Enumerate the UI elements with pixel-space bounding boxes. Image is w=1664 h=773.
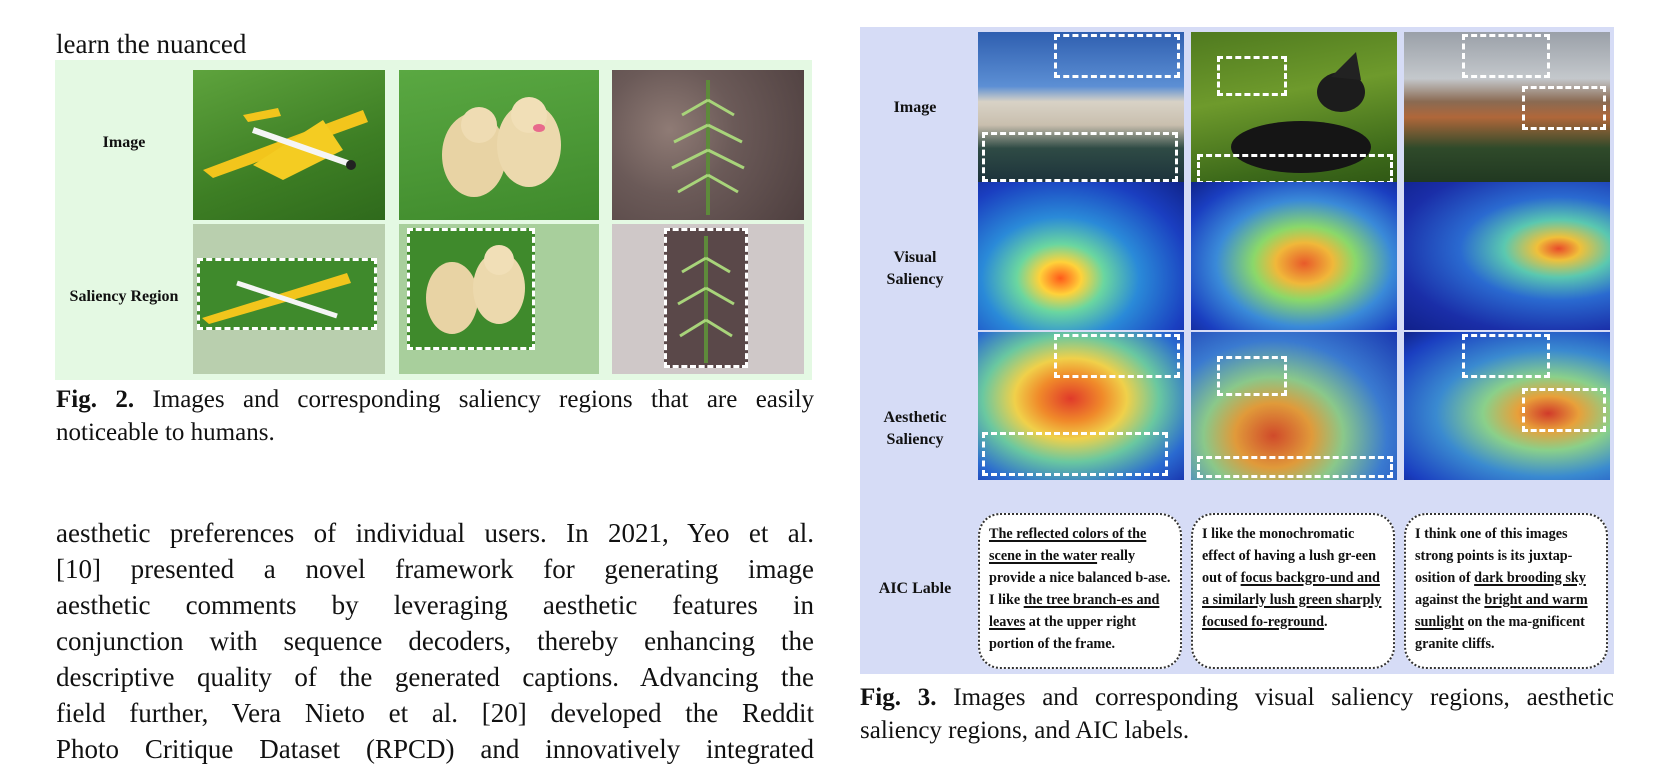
fig2-caption-label: Fig. 2. (56, 386, 135, 413)
plant-icon (671, 80, 745, 215)
aic2-seg0: I like the monochromatic effect of havin… (1202, 526, 1377, 586)
aic2-seg1: focus backgro-und and a similarly lush g… (1202, 570, 1382, 630)
paragraph-line: field further, Vera Nieto et al. [20] de… (56, 698, 814, 728)
fig2-caption-line-2: noticeable to humans. (56, 419, 275, 446)
paragraph-line: descriptive quality of the generated cap… (56, 662, 814, 692)
aic1-seg1: really provide a nice balanced b-ase. I … (989, 548, 1171, 608)
saliency-dashed-box (407, 228, 535, 350)
dashed-region (1462, 34, 1550, 78)
dashed-region (982, 132, 1178, 182)
fig3-panel: Image Visual Saliency Aesthetic Saliency… (860, 27, 1614, 674)
dog-visual-saliency (1191, 182, 1397, 330)
dog-aesthetic-saliency (1191, 332, 1397, 480)
airplane-image (193, 70, 385, 220)
fig3-row-label-aesthetic: Aesthetic Saliency (860, 407, 970, 451)
aic-label-box-2: I like the monochromatic effect of havin… (1191, 513, 1395, 669)
plant-saliency-image (612, 224, 804, 374)
aic2-seg2: . (1324, 614, 1328, 630)
fig2-row-label-saliency: Saliency Region (69, 288, 179, 305)
aic-label-box-3: I think one of this images strong points… (1404, 513, 1608, 669)
saliency-dashed-box (664, 228, 748, 368)
saliency-dashed-box (197, 258, 377, 330)
aic3-seg2: against the (1415, 592, 1485, 608)
paragraph-line: aesthetic preferences of individual user… (56, 518, 814, 548)
airplane-saliency-image (193, 224, 385, 374)
valley-image (1404, 32, 1610, 187)
dogs-icon (442, 97, 561, 197)
dog-icon (1231, 52, 1371, 173)
aesthetic-line-2: Saliency (886, 431, 944, 448)
visual-line-2: Saliency (886, 271, 944, 288)
fig2-caption-line-1: Fig. 2. Images and corresponding salienc… (56, 383, 814, 416)
dashed-region (1197, 154, 1393, 184)
paragraph-line: conjunction with sequence decoders, ther… (56, 626, 814, 656)
lake-house-image (978, 32, 1184, 187)
dashed-region (1522, 86, 1606, 130)
body-paragraph: aesthetic preferences of individual user… (56, 515, 814, 767)
dashed-region (1462, 334, 1550, 378)
fig3-row-label-visual: Visual Saliency (860, 247, 970, 291)
paragraph-line: Photo Critique Dataset (RPCD) and innova… (56, 734, 814, 764)
fig3-row-label-aic: AIC Lable (878, 580, 952, 597)
fig3-caption-line-2: saliency regions, and AIC labels. (860, 717, 1190, 744)
dogs-saliency-image (399, 224, 599, 374)
aic1-seg2: the tree branch-es and leaves (989, 592, 1160, 630)
aic3-seg3: bright and warm sunlight (1415, 592, 1588, 630)
top-text-line: learn the nuanced (56, 29, 247, 59)
dogs-saliency-inner (407, 228, 535, 350)
aic3-seg4: on the ma-gnificent granite cliffs. (1415, 614, 1585, 652)
lake-house-aesthetic-saliency (978, 332, 1184, 480)
dashed-region (1054, 334, 1180, 378)
dashed-region (1217, 56, 1287, 96)
dashed-region (1522, 388, 1606, 432)
dashed-region (1054, 34, 1180, 78)
plant-image (612, 70, 804, 220)
fig2-caption-text: Images and corresponding saliency region… (152, 386, 815, 413)
fig3-caption-text: Images and corresponding visual saliency… (953, 684, 1615, 711)
visual-line-1: Visual (893, 249, 937, 266)
airplane-small-icon (202, 273, 351, 324)
aic3-seg0: I think one of this images strong points… (1415, 526, 1573, 586)
plant-saliency-inner (664, 228, 748, 368)
fig2-panel: Image Saliency Region (55, 60, 812, 380)
aic1-seg0: The reflected colors of the scene in the… (989, 526, 1147, 564)
paragraph-line: aesthetic comments by leveraging aesthet… (56, 590, 814, 620)
fig2-row-label-image: Image (102, 134, 146, 151)
dogs-small-icon (426, 245, 525, 334)
valley-visual-saliency (1404, 182, 1610, 330)
fig3-caption-line-1: Fig. 3. Images and corresponding visual … (860, 681, 1614, 714)
dashed-region (1197, 456, 1393, 478)
dogs-image (399, 70, 599, 220)
airplane-icon (203, 108, 368, 180)
aesthetic-line-1: Aesthetic (883, 409, 947, 426)
lake-house-visual-saliency (978, 182, 1184, 330)
aic3-seg1: dark brooding sky (1474, 570, 1586, 586)
dashed-region (1217, 356, 1287, 396)
fig3-caption-label: Fig. 3. (860, 684, 937, 711)
dog-image (1191, 32, 1397, 187)
dashed-region (982, 432, 1168, 476)
aic-label-box-1: The reflected colors of the scene in the… (978, 513, 1182, 669)
airplane-saliency-inner (197, 258, 377, 330)
fig3-row-label-image: Image (893, 99, 937, 116)
paragraph-line: [10] presented a novel framework for gen… (56, 554, 814, 584)
plant-small-icon (677, 236, 735, 363)
valley-aesthetic-saliency (1404, 332, 1610, 480)
aic1-seg3: at the upper right portion of the frame. (989, 614, 1137, 652)
